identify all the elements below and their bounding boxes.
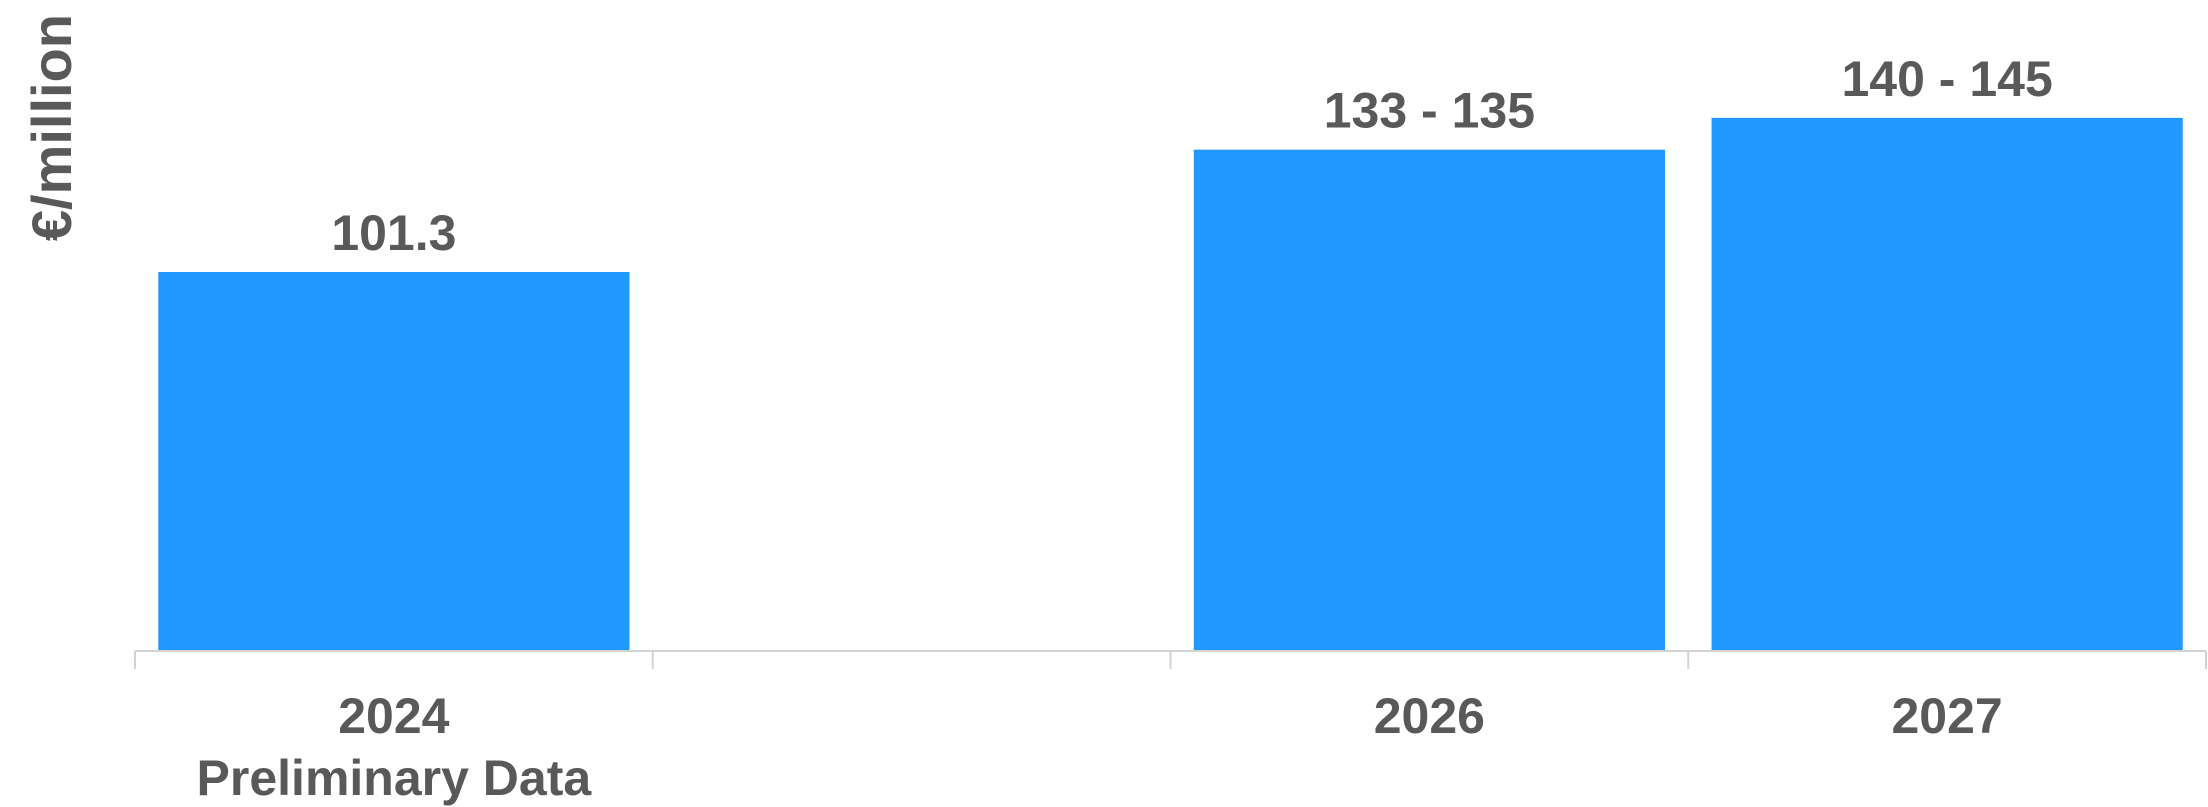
x-tick-note: Preliminary Data — [197, 750, 593, 806]
x-tick-label: 2024 — [338, 688, 449, 744]
value-label: 101.3 — [331, 205, 456, 261]
value-label: 140 - 145 — [1841, 51, 2052, 107]
x-tick-label: 2026 — [1374, 688, 1485, 744]
x-tick-label: 2027 — [1892, 688, 2003, 744]
bar — [1193, 149, 1665, 652]
value-label: 133 - 135 — [1324, 83, 1535, 139]
y-axis-label: €/million — [20, 14, 83, 241]
bar — [158, 271, 630, 651]
bar — [1711, 117, 2183, 651]
